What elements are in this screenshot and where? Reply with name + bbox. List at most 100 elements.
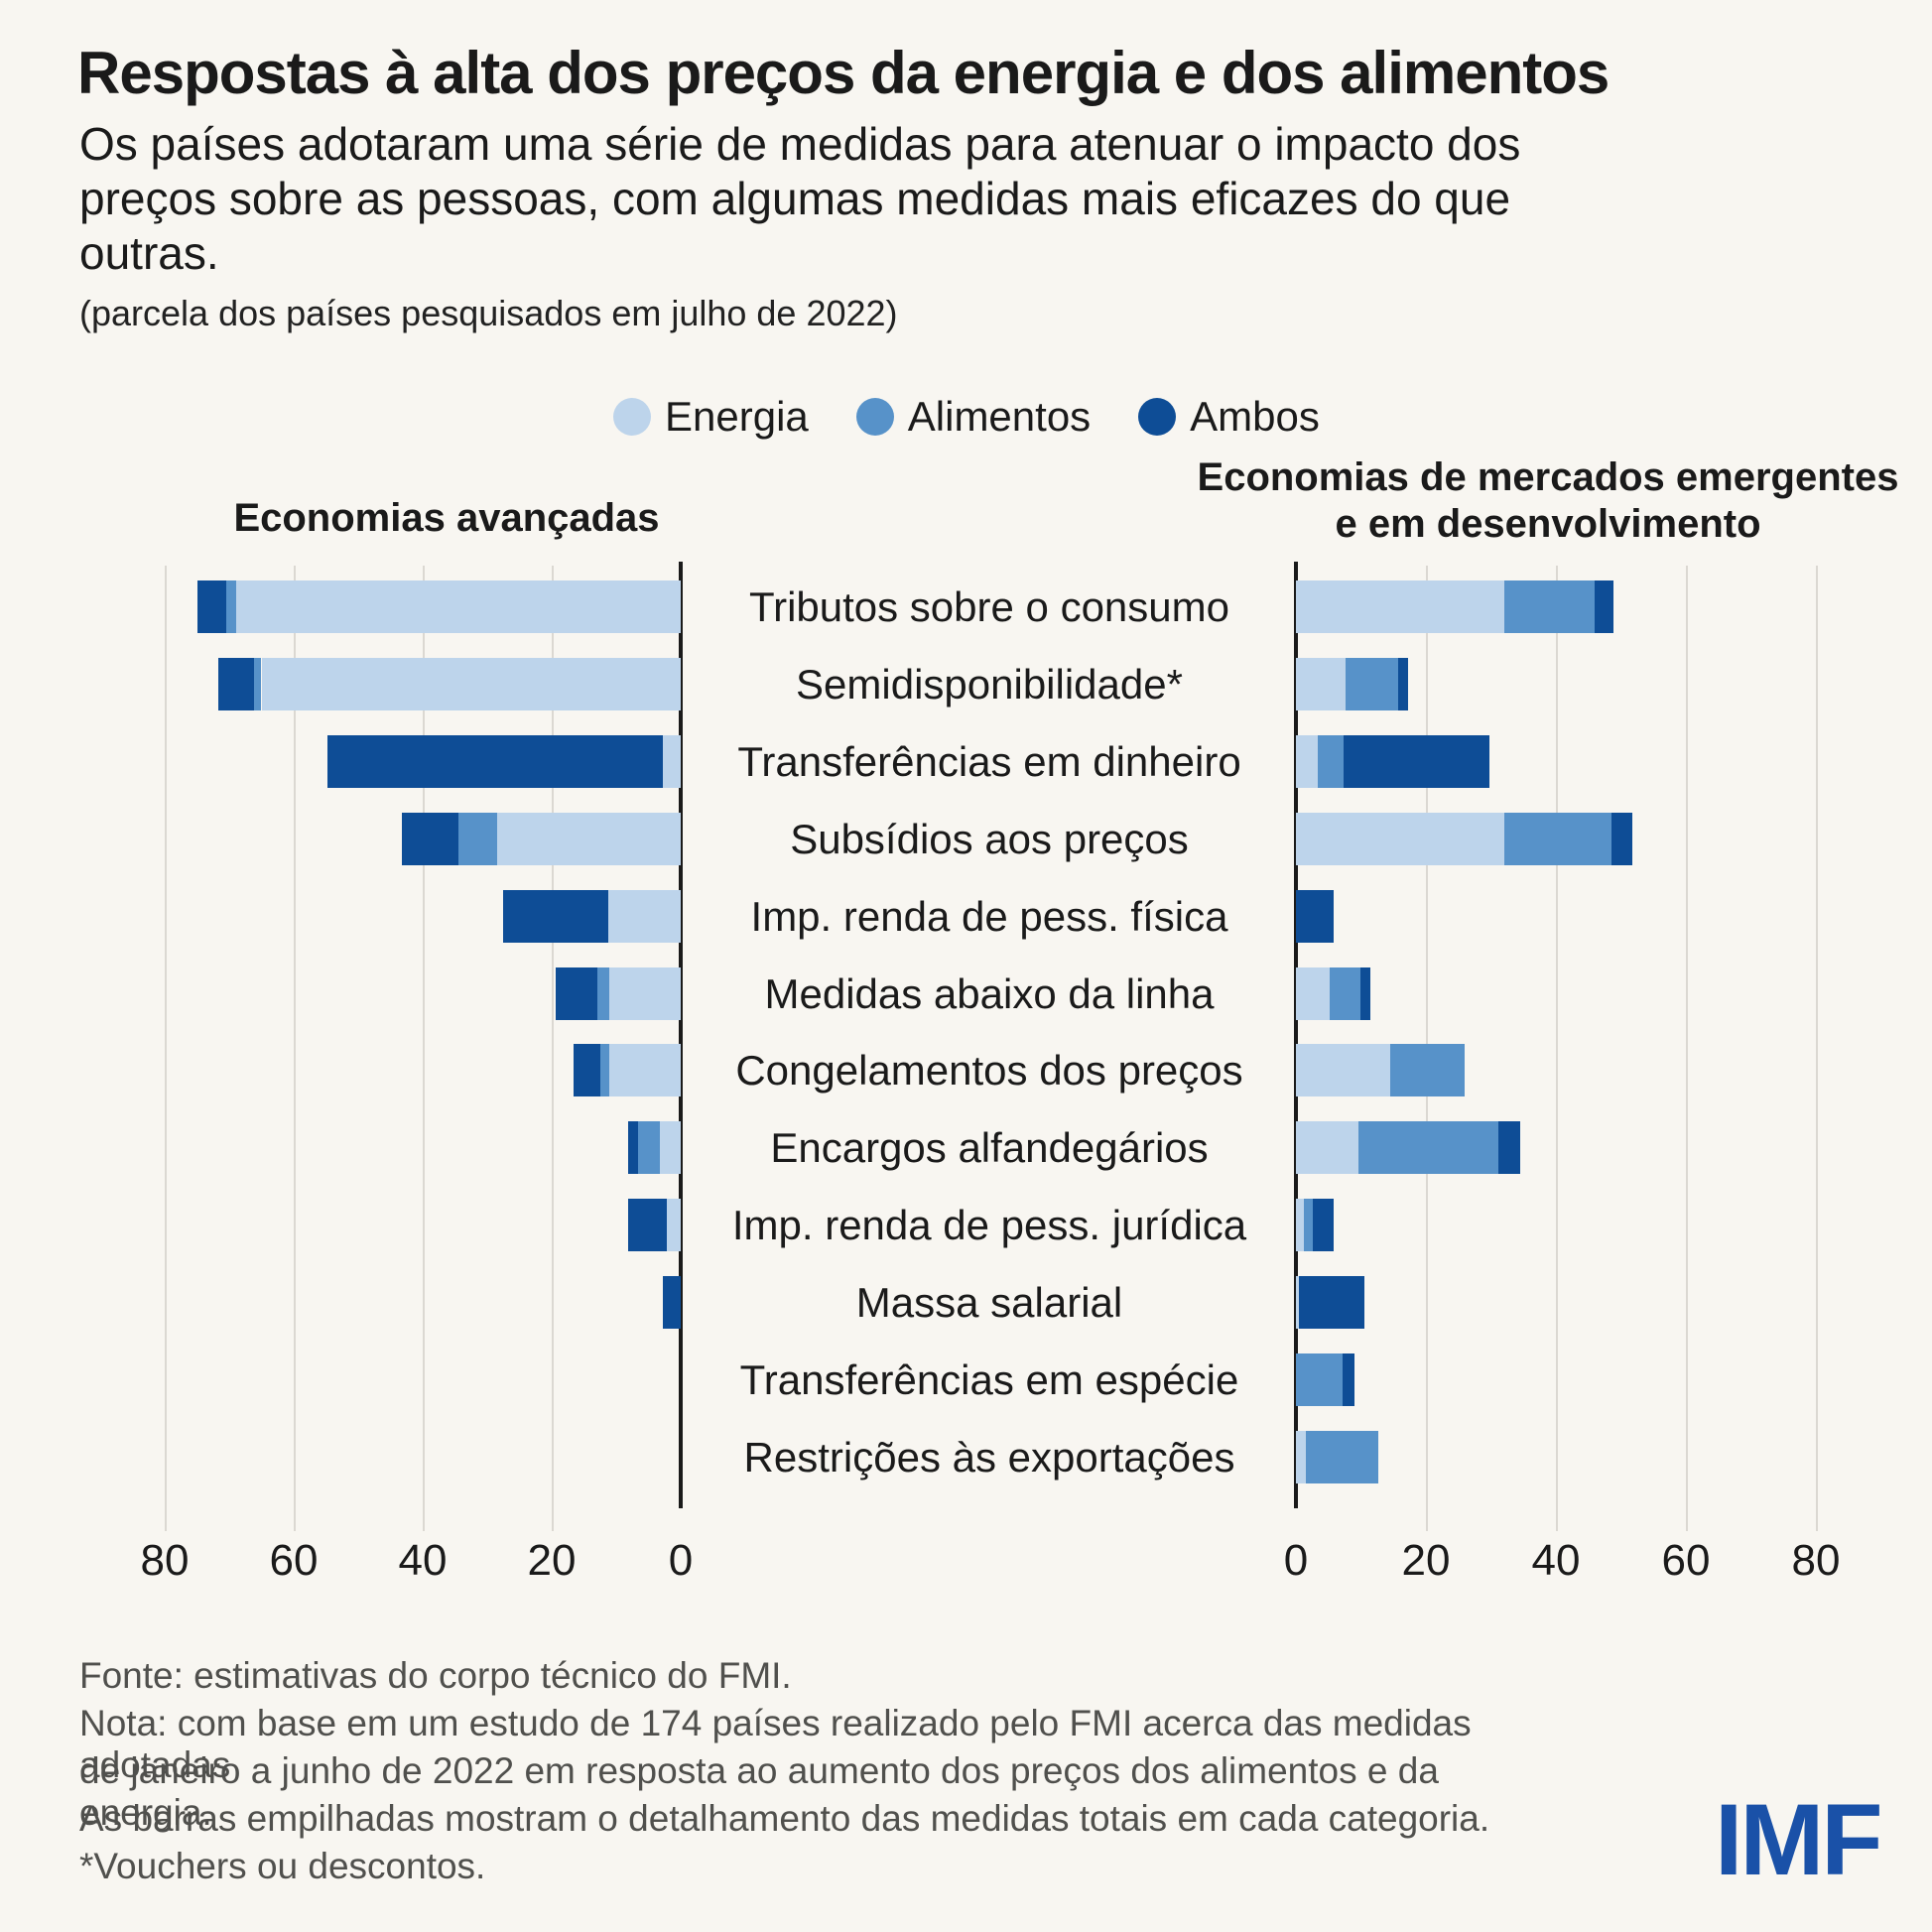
gridline-right-40: [1556, 566, 1558, 1531]
right-zero-axis: [1294, 562, 1298, 1508]
bar-emde-alimentos: [1305, 1430, 1379, 1483]
left-axis-tick-40: 40: [398, 1536, 448, 1585]
bar-emde-energia: [1296, 657, 1347, 710]
note-line-1: Nota: com base em um estudo de 174 paíse…: [79, 1703, 1472, 1785]
category-label: Tributos sobre o consumo: [748, 583, 1229, 630]
bar-emde-energia: [1296, 1199, 1304, 1252]
page-title: Respostas à alta dos preços da energia e…: [77, 40, 1610, 106]
bar-emde-ambos: [1299, 1276, 1365, 1330]
bar-advanced-ambos: [402, 812, 458, 865]
gridline-left-60: [294, 566, 296, 1531]
bar-advanced-ambos: [574, 1044, 601, 1097]
bar-advanced-ambos: [627, 1199, 667, 1252]
bar-advanced-alimentos: [253, 657, 262, 710]
left-axis-tick-80: 80: [140, 1536, 190, 1585]
bar-advanced-energia: [659, 1121, 681, 1175]
bar-advanced-energia: [666, 1199, 681, 1252]
category-label: Restrições às exportações: [743, 1433, 1235, 1481]
bar-emde-energia: [1296, 1121, 1358, 1175]
bar-emde-alimentos: [1318, 734, 1344, 788]
bar-emde-alimentos: [1389, 1044, 1465, 1097]
bar-advanced-alimentos: [457, 812, 497, 865]
legend-label: Ambos: [1190, 393, 1320, 440]
bar-emde-ambos: [1397, 657, 1408, 710]
bar-advanced-alimentos: [225, 580, 236, 633]
left-axis-tick-20: 20: [527, 1536, 577, 1585]
bar-emde-alimentos: [1503, 580, 1596, 633]
energia-dot-icon: [613, 398, 651, 436]
page-subtitle: Os países adotaram uma série de medidas …: [79, 118, 1521, 280]
bar-emde-alimentos: [1330, 966, 1360, 1020]
bar-advanced-ambos: [327, 734, 664, 788]
left-axis-tick-60: 60: [269, 1536, 319, 1585]
bar-emde-alimentos: [1503, 812, 1611, 865]
bar-emde-ambos: [1610, 812, 1632, 865]
category-label: Subsídios aos preços: [790, 815, 1189, 862]
bar-emde-ambos: [1343, 1353, 1354, 1406]
bar-emde-alimentos: [1346, 657, 1398, 710]
right-panel-title-line1: Economias de mercados emergentes: [1197, 455, 1899, 499]
left-panel-title: Economias avançadas: [233, 496, 660, 540]
bar-advanced-alimentos: [638, 1121, 660, 1175]
bar-advanced-ambos: [196, 580, 226, 633]
bar-advanced-ambos: [217, 657, 254, 710]
right-axis-tick-20: 20: [1401, 1536, 1451, 1585]
right-axis-tick-60: 60: [1661, 1536, 1711, 1585]
bar-emde-ambos: [1359, 966, 1370, 1020]
category-label: Massa salarial: [855, 1279, 1123, 1327]
bar-advanced-energia: [235, 580, 681, 633]
legend-item-ambos: Ambos: [1138, 393, 1320, 441]
gridline-right-80: [1816, 566, 1818, 1531]
right-axis-tick-0: 0: [1283, 1536, 1309, 1585]
category-label: Encargos alfandegários: [770, 1124, 1209, 1172]
bar-emde-energia: [1296, 1044, 1390, 1097]
bar-emde-energia: [1296, 812, 1504, 865]
gridline-left-80: [165, 566, 167, 1531]
footnote-line: *Vouchers ou descontos.: [79, 1846, 486, 1886]
bar-emde-ambos: [1343, 734, 1489, 788]
bar-advanced-ambos: [502, 889, 609, 943]
bar-advanced-alimentos: [600, 1044, 609, 1097]
bar-emde-alimentos: [1296, 1353, 1344, 1406]
legend-label: Energia: [665, 393, 809, 440]
bar-advanced-ambos: [555, 966, 598, 1020]
right-axis-tick-80: 80: [1791, 1536, 1841, 1585]
bar-advanced-energia: [608, 889, 681, 943]
source-line: Fonte: estimativas do corpo técnico do F…: [79, 1655, 792, 1696]
legend-item-alimentos: Alimentos: [855, 393, 1092, 441]
alimentos-dot-icon: [855, 398, 894, 436]
category-label: Imp. renda de pess. jurídica: [731, 1202, 1247, 1249]
bar-emde-ambos: [1313, 1199, 1334, 1252]
bar-emde-ambos: [1595, 580, 1613, 633]
bar-advanced-alimentos: [597, 966, 609, 1020]
bar-emde-ambos: [1296, 889, 1334, 943]
bar-emde-alimentos: [1303, 1199, 1314, 1252]
right-panel-title-line2: e em desenvolvimento: [1335, 502, 1761, 547]
bar-advanced-energia: [608, 966, 681, 1020]
bar-emde-energia: [1296, 1276, 1300, 1330]
legend-item-energia: Energia: [613, 393, 809, 441]
category-label: Transferências em espécie: [739, 1356, 1239, 1403]
category-label: Congelamentos dos preços: [735, 1047, 1243, 1095]
bar-advanced-energia: [608, 1044, 681, 1097]
bar-advanced-energia: [261, 657, 681, 710]
left-zero-axis: [679, 562, 683, 1508]
ambos-dot-icon: [1138, 398, 1177, 436]
bar-emde-alimentos: [1357, 1121, 1498, 1175]
imf-logo: IMF: [1715, 1783, 1883, 1896]
bar-emde-energia: [1296, 734, 1319, 788]
legend-label: Alimentos: [907, 393, 1092, 440]
bar-advanced-ambos: [627, 1121, 639, 1175]
bar-emde-ambos: [1497, 1121, 1520, 1175]
category-label: Imp. renda de pess. física: [750, 892, 1228, 940]
bar-advanced-energia: [496, 812, 681, 865]
right-panel-title: Economias de mercados emergentes e em de…: [1181, 454, 1915, 548]
note-line-3: As barras empilhadas mostram o detalhame…: [79, 1798, 1490, 1839]
bar-advanced-energia: [663, 734, 681, 788]
left-axis-tick-0: 0: [668, 1536, 694, 1585]
note-line-2: de janeiro a junho de 2022 em resposta a…: [79, 1750, 1439, 1833]
bar-emde-energia: [1296, 966, 1331, 1020]
bar-emde-energia: [1296, 580, 1504, 633]
